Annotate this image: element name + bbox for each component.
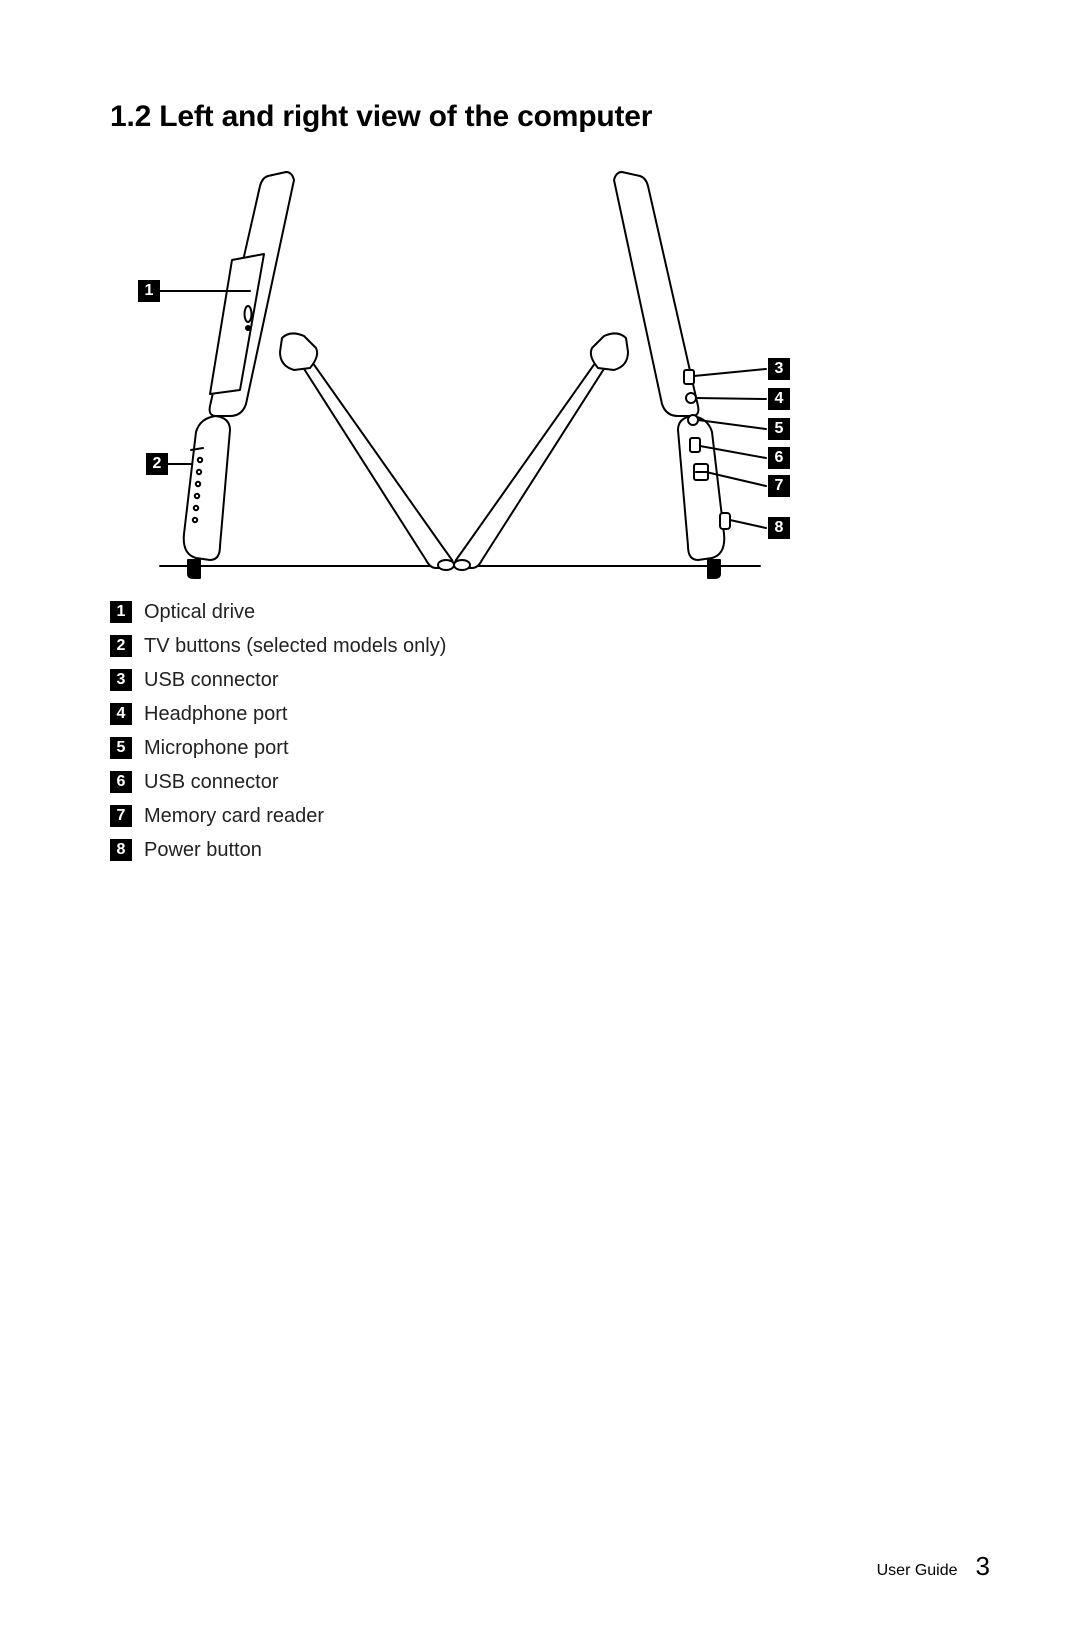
legend-item: 1 Optical drive	[110, 600, 990, 624]
computer-sideview-svg	[120, 170, 800, 580]
legend-label: USB connector	[144, 668, 279, 692]
legend-num: 5	[110, 737, 132, 759]
footer-page-number: 3	[976, 1551, 990, 1582]
legend-num: 8	[110, 839, 132, 861]
legend-item: 5 Microphone port	[110, 736, 990, 760]
callout-2: 2	[146, 453, 168, 475]
callout-1: 1	[138, 280, 160, 302]
legend-label: TV buttons (selected models only)	[144, 634, 446, 658]
section-heading: 1.2 Left and right view of the computer	[110, 100, 990, 134]
legend-label: Memory card reader	[144, 804, 324, 828]
legend-label: Power button	[144, 838, 262, 862]
legend-item: 8 Power button	[110, 838, 990, 862]
legend-num: 3	[110, 669, 132, 691]
legend-label: Headphone port	[144, 702, 287, 726]
callout-3: 3	[768, 358, 790, 380]
callout-7: 7	[768, 475, 790, 497]
side-views-diagram: 1 2 3 4 5 6 7 8	[120, 170, 800, 580]
legend-num: 7	[110, 805, 132, 827]
legend-num: 2	[110, 635, 132, 657]
legend-label: Microphone port	[144, 736, 289, 760]
legend-label: USB connector	[144, 770, 279, 794]
callout-8: 8	[768, 517, 790, 539]
legend-label: Optical drive	[144, 600, 255, 624]
legend-num: 4	[110, 703, 132, 725]
callout-4: 4	[768, 388, 790, 410]
document-page: 1.2 Left and right view of the computer	[0, 0, 1080, 1642]
legend-num: 6	[110, 771, 132, 793]
legend-list: 1 Optical drive 2 TV buttons (selected m…	[110, 600, 990, 862]
legend-item: 6 USB connector	[110, 770, 990, 794]
legend-item: 4 Headphone port	[110, 702, 990, 726]
legend-item: 7 Memory card reader	[110, 804, 990, 828]
legend-item: 3 USB connector	[110, 668, 990, 692]
legend-num: 1	[110, 601, 132, 623]
legend-item: 2 TV buttons (selected models only)	[110, 634, 990, 658]
callout-5: 5	[768, 418, 790, 440]
page-footer: User Guide 3	[877, 1551, 990, 1582]
callout-6: 6	[768, 447, 790, 469]
footer-label: User Guide	[877, 1562, 958, 1580]
